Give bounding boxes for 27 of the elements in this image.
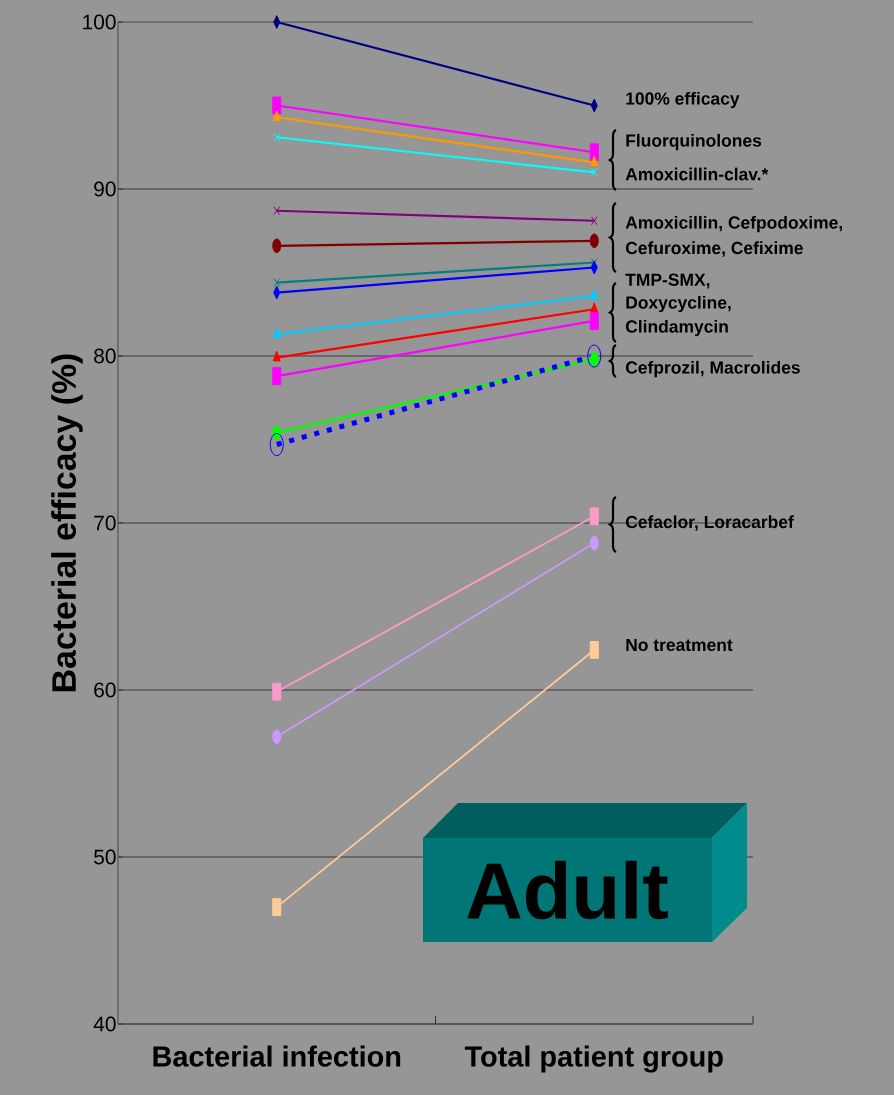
annotation: No treatment [626,638,733,652]
y-tick-label: 50 [94,849,116,865]
point [273,278,281,287]
point [273,206,281,216]
annotation: Cefprozil, Macrolides [625,360,800,378]
annotation: Amoxicillin-clav.* [625,167,769,181]
annotation: Doxycycline, [626,295,731,313]
x-tick-label: Bacterial infection [153,1045,401,1067]
annotation: Amoxicillin, Cefpodoxime, [625,215,843,233]
annotation: Fluorquinolones [626,133,762,151]
y-axis-title: Bacterial efficacy (%) [51,354,83,692]
annotation: 100% efficacy [626,91,740,109]
point [590,167,598,177]
annotation: TMP-SMX, [625,273,710,289]
y-tick-label: 80 [94,348,116,364]
y-tick-label: 60 [94,682,116,698]
y-tick-label: 40 [93,1016,116,1032]
annotation: Cefuroxime, Cefixime [625,241,803,257]
annotation: Adult [467,860,668,920]
point [590,216,598,226]
annotation: Cefaclor, Loracarbef [625,515,794,531]
point [273,132,281,142]
x-tick-label: Total patient group [464,1045,723,1073]
y-tick-label: 70 [94,515,116,531]
y-tick-label: 100 [83,14,116,30]
y-tick-label: 90 [94,181,116,197]
annotation: Clindamycin [625,319,728,337]
